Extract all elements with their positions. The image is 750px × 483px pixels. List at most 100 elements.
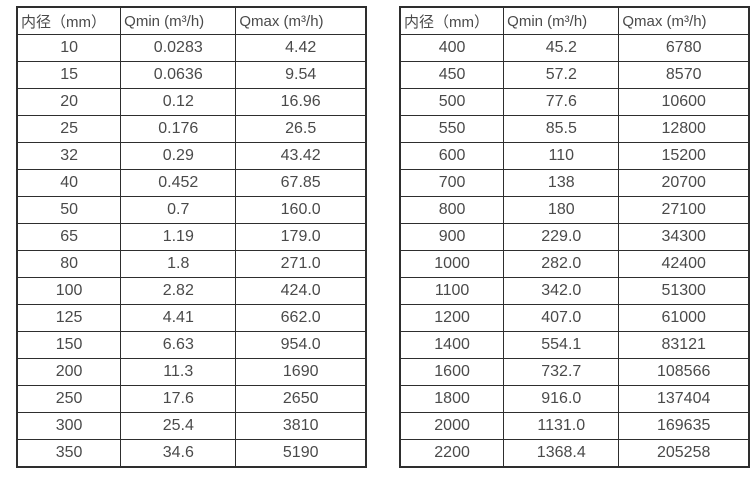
qmax-cell: 2650 <box>235 385 367 413</box>
qmax-cell: 424.0 <box>235 277 367 305</box>
table-row: 150 6.63 954.0 <box>16 331 367 359</box>
table-row: 15 0.0636 9.54 <box>16 61 367 89</box>
qmax-cell: 1690 <box>235 358 367 386</box>
table-row: 250 17.6 2650 <box>16 385 367 413</box>
table-row: 2000 1131.0 169635 <box>399 412 750 440</box>
qmin-cell: 110 <box>503 142 620 170</box>
table-row: 1600 732.7 108566 <box>399 358 750 386</box>
qmin-cell: 6.63 <box>120 331 237 359</box>
qmax-cell: 43.42 <box>235 142 367 170</box>
header-cell-0: 内径（mm） <box>399 6 505 35</box>
qmax-cell: 16.96 <box>235 88 367 116</box>
flow-rate-tables-container: 内径（mm） Qmin (m³/h) Qmax (m³/h) 10 0.0283 4.42… <box>16 6 750 468</box>
diameter-cell: 15 <box>16 61 122 89</box>
qmin-cell: 0.452 <box>120 169 237 197</box>
table-row: 32 0.29 43.42 <box>16 142 367 170</box>
header-cell-2: Qmax (m³/h) <box>618 6 750 35</box>
header-row: 内径（mm） Qmin (m³/h) Qmax (m³/h) <box>399 6 750 35</box>
header-row: 内径（mm） Qmin (m³/h) Qmax (m³/h) <box>16 6 367 35</box>
qmin-cell: 554.1 <box>503 331 620 359</box>
qmax-cell: 6780 <box>618 34 750 62</box>
table-row: 200 11.3 1690 <box>16 358 367 386</box>
qmin-cell: 57.2 <box>503 61 620 89</box>
qmin-cell: 25.4 <box>120 412 237 440</box>
qmin-cell: 282.0 <box>503 250 620 278</box>
qmin-cell: 17.6 <box>120 385 237 413</box>
qmax-cell: 108566 <box>618 358 750 386</box>
qmin-cell: 1.8 <box>120 250 237 278</box>
qmin-cell: 0.7 <box>120 196 237 224</box>
diameter-cell: 100 <box>16 277 122 305</box>
table-row: 500 77.6 10600 <box>399 88 750 116</box>
diameter-cell: 32 <box>16 142 122 170</box>
qmin-cell: 4.41 <box>120 304 237 332</box>
qmax-cell: 12800 <box>618 115 750 143</box>
flow-rate-table-large-diameters: 内径（mm） Qmin (m³/h) Qmax (m³/h) 400 45.2 6780 4… <box>399 6 750 468</box>
qmin-cell: 342.0 <box>503 277 620 305</box>
table-row: 2200 1368.4 205258 <box>399 439 750 468</box>
qmin-cell: 2.82 <box>120 277 237 305</box>
diameter-cell: 800 <box>399 196 505 224</box>
qmax-cell: 42400 <box>618 250 750 278</box>
table-row: 1200 407.0 61000 <box>399 304 750 332</box>
qmin-cell: 77.6 <box>503 88 620 116</box>
table-row: 80 1.8 271.0 <box>16 250 367 278</box>
qmax-cell: 26.5 <box>235 115 367 143</box>
qmax-cell: 51300 <box>618 277 750 305</box>
table-row: 10 0.0283 4.42 <box>16 34 367 62</box>
qmax-cell: 5190 <box>235 439 367 468</box>
diameter-cell: 900 <box>399 223 505 251</box>
diameter-cell: 2000 <box>399 412 505 440</box>
diameter-cell: 80 <box>16 250 122 278</box>
table-row: 20 0.12 16.96 <box>16 88 367 116</box>
qmax-cell: 160.0 <box>235 196 367 224</box>
qmax-cell: 67.85 <box>235 169 367 197</box>
table-row: 1100 342.0 51300 <box>399 277 750 305</box>
qmax-cell: 8570 <box>618 61 750 89</box>
diameter-cell: 700 <box>399 169 505 197</box>
diameter-cell: 300 <box>16 412 122 440</box>
table-row: 350 34.6 5190 <box>16 439 367 468</box>
qmax-cell: 3810 <box>235 412 367 440</box>
qmin-cell: 45.2 <box>503 34 620 62</box>
qmax-cell: 179.0 <box>235 223 367 251</box>
qmin-cell: 1131.0 <box>503 412 620 440</box>
diameter-cell: 1400 <box>399 331 505 359</box>
table-row: 450 57.2 8570 <box>399 61 750 89</box>
qmax-cell: 34300 <box>618 223 750 251</box>
diameter-cell: 1600 <box>399 358 505 386</box>
qmax-cell: 27100 <box>618 196 750 224</box>
diameter-cell: 550 <box>399 115 505 143</box>
diameter-cell: 250 <box>16 385 122 413</box>
diameter-cell: 50 <box>16 196 122 224</box>
diameter-cell: 10 <box>16 34 122 62</box>
diameter-cell: 20 <box>16 88 122 116</box>
table-row: 1000 282.0 42400 <box>399 250 750 278</box>
qmax-cell: 61000 <box>618 304 750 332</box>
table-row: 50 0.7 160.0 <box>16 196 367 224</box>
diameter-cell: 125 <box>16 304 122 332</box>
diameter-cell: 400 <box>399 34 505 62</box>
table-row: 125 4.41 662.0 <box>16 304 367 332</box>
qmin-cell: 732.7 <box>503 358 620 386</box>
qmax-cell: 15200 <box>618 142 750 170</box>
table-row: 900 229.0 34300 <box>399 223 750 251</box>
qmin-cell: 0.176 <box>120 115 237 143</box>
table-row: 65 1.19 179.0 <box>16 223 367 251</box>
qmax-cell: 10600 <box>618 88 750 116</box>
table-row: 400 45.2 6780 <box>399 34 750 62</box>
diameter-cell: 40 <box>16 169 122 197</box>
qmax-cell: 137404 <box>618 385 750 413</box>
header-cell-1: Qmin (m³/h) <box>503 6 620 35</box>
qmin-cell: 34.6 <box>120 439 237 468</box>
qmin-cell: 180 <box>503 196 620 224</box>
qmin-cell: 0.12 <box>120 88 237 116</box>
qmax-cell: 662.0 <box>235 304 367 332</box>
diameter-cell: 1800 <box>399 385 505 413</box>
qmin-cell: 0.0283 <box>120 34 237 62</box>
diameter-cell: 25 <box>16 115 122 143</box>
qmin-cell: 1.19 <box>120 223 237 251</box>
flow-rate-table-small-diameters: 内径（mm） Qmin (m³/h) Qmax (m³/h) 10 0.0283 4.42… <box>16 6 367 468</box>
header-cell-2: Qmax (m³/h) <box>235 6 367 35</box>
diameter-cell: 150 <box>16 331 122 359</box>
